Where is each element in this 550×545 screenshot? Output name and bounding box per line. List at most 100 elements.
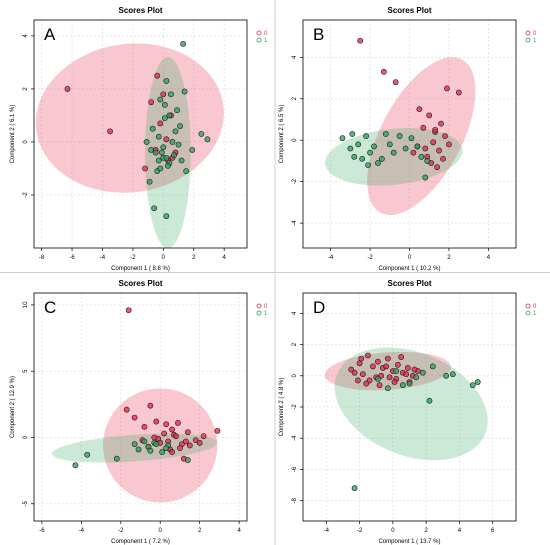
- data-point-group-1: [147, 447, 154, 454]
- legend-label-0: 0: [533, 304, 537, 310]
- x-tick-label: 4: [237, 528, 241, 534]
- data-point-group-1: [474, 379, 481, 385]
- plot-frame: [33, 19, 248, 249]
- data-point-group-1: [177, 123, 183, 129]
- y-tick-label: -2: [292, 178, 298, 184]
- data-point-group-0: [192, 437, 199, 444]
- data-point-group-0: [358, 355, 365, 362]
- x-tick-label: 0: [391, 528, 395, 534]
- x-tick-label: -6: [39, 528, 45, 534]
- data-point-group-1: [349, 131, 356, 137]
- data-point-group-1: [402, 145, 409, 152]
- data-point-group-1: [148, 147, 155, 153]
- data-point-group-1: [141, 438, 148, 445]
- data-point-group-0: [157, 120, 164, 127]
- plot-frame: [33, 292, 248, 522]
- x-tick-label: -2: [130, 255, 136, 261]
- data-point-group-0: [426, 112, 433, 119]
- data-point-group-0: [386, 374, 393, 381]
- data-point-group-0: [175, 420, 181, 426]
- y-tick-label: -6: [292, 466, 298, 472]
- data-point-group-1: [155, 133, 162, 140]
- data-point-group-1: [174, 107, 180, 114]
- data-point-group-1: [386, 141, 393, 148]
- data-point-group-1: [374, 375, 381, 382]
- data-point-group-1: [181, 88, 188, 95]
- confidence-ellipse-group-1: [145, 57, 191, 248]
- data-point-group-1: [151, 205, 158, 212]
- data-point-group-1: [408, 135, 415, 142]
- data-point-group-1: [163, 213, 170, 220]
- data-point-group-1: [382, 131, 389, 137]
- y-tick-label: 2: [292, 96, 298, 100]
- data-point-group-0: [363, 380, 370, 387]
- data-point-group-1: [163, 154, 170, 161]
- data-point-group-0: [348, 366, 355, 373]
- y-axis-label: Component 2 ( 6.1 %): [10, 105, 16, 164]
- data-point-group-0: [357, 37, 364, 44]
- x-axis-label: Component 1 ( 8.8 %): [111, 266, 170, 272]
- y-tick-label: 0: [23, 435, 29, 439]
- data-point-group-0: [455, 89, 462, 96]
- data-point-group-1: [384, 385, 391, 392]
- data-point-group-1: [422, 174, 429, 181]
- data-point-group-0: [391, 379, 398, 385]
- legend-label-0: 0: [264, 31, 268, 37]
- data-point-group-1: [143, 139, 150, 145]
- scores-plot-panel-b: Scores Plot -4 -2 0 2 4 -4 -2 0 2 4 Component 1 ( 1…: [279, 6, 537, 272]
- data-point-group-1: [157, 96, 164, 103]
- data-point-group-1: [189, 147, 196, 153]
- data-point-group-0: [163, 136, 170, 143]
- data-point-group-1: [172, 128, 179, 135]
- data-point-group-0: [169, 426, 175, 433]
- x-tick-label: 4: [487, 255, 491, 261]
- data-point-group-1: [113, 455, 120, 462]
- data-point-group-1: [365, 162, 371, 168]
- legend-marker-0: [525, 30, 531, 36]
- data-point-group-0: [141, 423, 148, 430]
- data-point-group-0: [131, 414, 138, 421]
- data-point-group-0: [151, 434, 158, 441]
- data-point-group-0: [432, 126, 439, 133]
- x-tick-label: -4: [100, 255, 106, 261]
- data-point-group-0: [360, 371, 366, 378]
- x-tick-label: 4: [458, 528, 462, 534]
- legend-label-1: 1: [533, 311, 537, 317]
- legend-label-0: 0: [533, 31, 537, 37]
- data-point-group-1: [204, 136, 211, 143]
- plot-title: Scores Plot: [387, 6, 431, 15]
- x-tick-label: -4: [79, 528, 85, 534]
- y-tick-label: 4: [292, 55, 298, 59]
- x-tick-label: -6: [69, 255, 75, 261]
- panel-letter: A: [44, 25, 56, 44]
- data-point-group-0: [200, 433, 207, 440]
- y-tick-label: -4: [292, 220, 298, 226]
- data-point-group-1: [393, 368, 400, 374]
- panel-letter: D: [313, 298, 325, 317]
- panel-letter: C: [44, 298, 56, 317]
- data-point-group-1: [160, 144, 167, 151]
- y-tick-label: 0: [292, 138, 298, 142]
- legend-marker-1: [525, 37, 531, 43]
- y-axis-label: Component 2 ( 12.9 %): [10, 376, 16, 438]
- data-point-group-0: [364, 352, 371, 359]
- data-point-group-0: [142, 165, 148, 172]
- data-point-group-1: [152, 149, 159, 156]
- data-point-group-1: [161, 115, 168, 121]
- data-point-group-1: [375, 160, 381, 166]
- legend-marker-0: [256, 30, 262, 36]
- data-point-group-1: [449, 371, 456, 378]
- data-point-group-0: [147, 402, 154, 409]
- data-point-group-0: [107, 128, 113, 135]
- data-point-group-0: [184, 429, 191, 436]
- legend-label-1: 1: [264, 38, 268, 44]
- data-point-group-1: [183, 168, 190, 175]
- data-point-group-0: [444, 85, 450, 92]
- data-point-group-0: [196, 439, 203, 446]
- data-point-group-0: [153, 418, 160, 425]
- data-point-group-1: [163, 445, 170, 451]
- data-point-group-1: [198, 131, 205, 137]
- data-point-group-0: [380, 68, 387, 75]
- data-point-group-0: [442, 133, 448, 139]
